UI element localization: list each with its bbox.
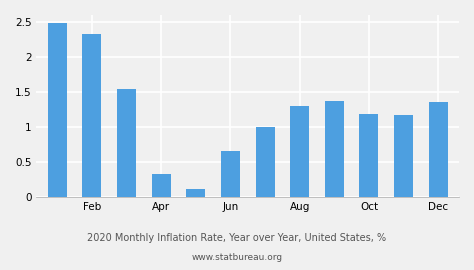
Bar xyxy=(117,89,136,197)
Bar xyxy=(325,101,344,197)
Bar xyxy=(82,34,101,197)
Bar xyxy=(290,106,309,197)
Text: 2020 Monthly Inflation Rate, Year over Year, United States, %: 2020 Monthly Inflation Rate, Year over Y… xyxy=(87,233,387,243)
Bar xyxy=(428,102,448,197)
Bar xyxy=(152,174,171,197)
Bar xyxy=(186,188,205,197)
Text: www.statbureau.org: www.statbureau.org xyxy=(191,253,283,262)
Bar xyxy=(221,151,240,197)
Bar xyxy=(48,23,67,197)
Bar xyxy=(255,127,274,197)
Bar xyxy=(394,115,413,197)
Bar xyxy=(359,114,378,197)
